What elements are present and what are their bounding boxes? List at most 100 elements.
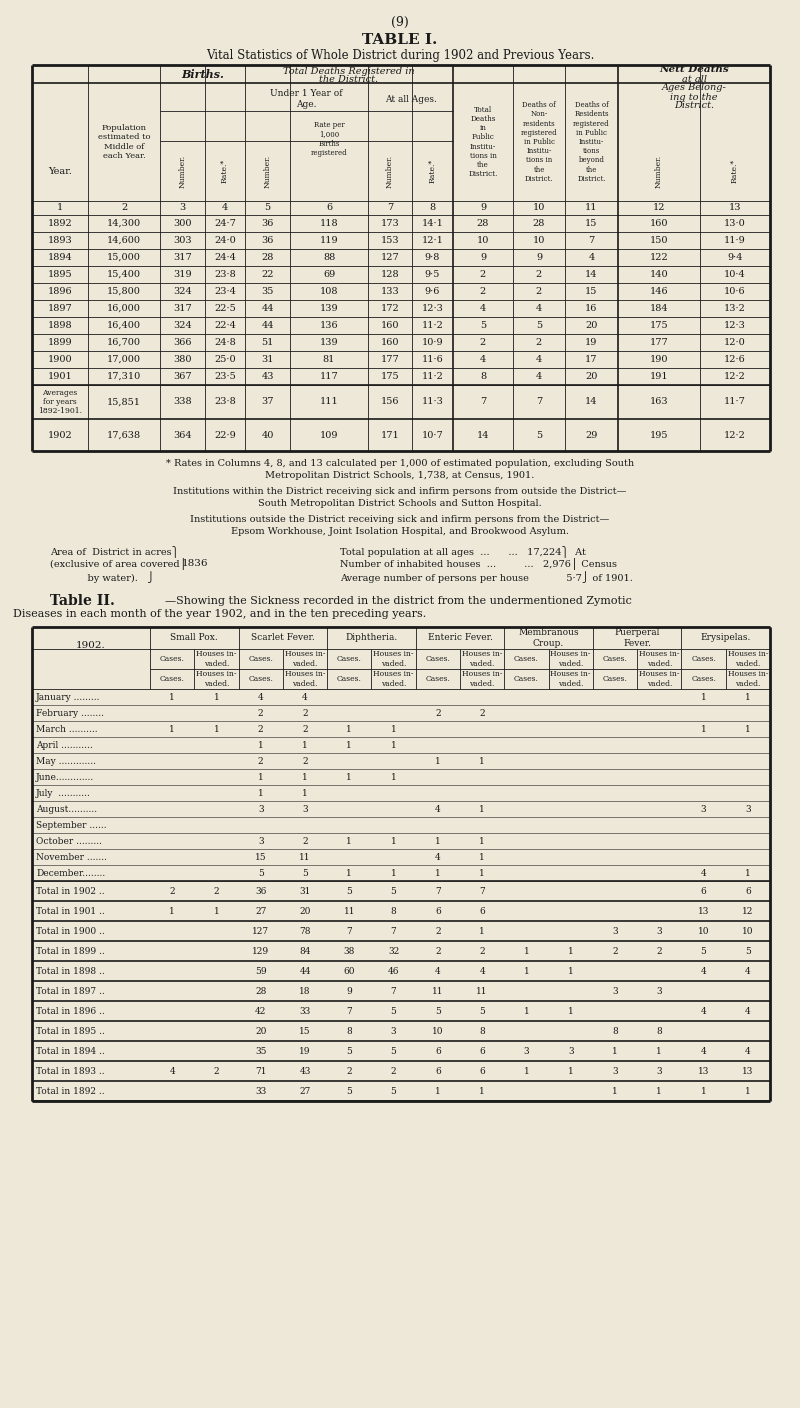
Text: Diseases in each month of the year 1902, and in the ten preceding years.: Diseases in each month of the year 1902,… (14, 610, 426, 620)
Text: 127: 127 (252, 926, 270, 935)
Text: Houses in-
vaded.: Houses in- vaded. (639, 670, 679, 687)
Text: Cases.: Cases. (426, 674, 450, 683)
Text: December........: December........ (36, 869, 106, 877)
Text: 1: 1 (523, 1066, 530, 1076)
Text: Table II.: Table II. (50, 594, 115, 608)
Text: 1: 1 (302, 741, 308, 749)
Text: 15: 15 (586, 220, 598, 228)
Text: Cases.: Cases. (691, 655, 716, 663)
Text: At all Ages.: At all Ages. (385, 94, 437, 104)
Text: 11: 11 (586, 204, 598, 213)
Text: 1: 1 (170, 907, 175, 915)
Text: Houses in-
vaded.: Houses in- vaded. (285, 670, 326, 687)
Text: 24·0: 24·0 (214, 237, 236, 245)
Text: Rate.*: Rate.* (221, 159, 229, 183)
Text: 150: 150 (650, 237, 668, 245)
Text: Houses in-
vaded.: Houses in- vaded. (374, 670, 414, 687)
Text: 122: 122 (650, 253, 668, 262)
Text: 14: 14 (586, 397, 598, 407)
Text: 1899: 1899 (48, 338, 72, 346)
Text: Diphtheria.: Diphtheria. (346, 634, 398, 642)
Text: Total in 1895 ..: Total in 1895 .. (36, 1026, 105, 1035)
Text: 1900: 1900 (48, 355, 72, 365)
Text: 46: 46 (388, 966, 399, 976)
Text: 5: 5 (346, 887, 352, 895)
Text: 1: 1 (214, 693, 219, 701)
Text: October .........: October ......... (36, 836, 102, 845)
Text: Institutions within the District receiving sick and infirm persons from outside : Institutions within the District receivi… (174, 487, 626, 496)
Text: Number.: Number. (178, 155, 186, 187)
Text: 1: 1 (479, 869, 485, 877)
Text: Total Deaths Registered in: Total Deaths Registered in (283, 66, 415, 76)
Text: 3: 3 (745, 804, 750, 814)
Text: 9: 9 (480, 253, 486, 262)
Text: 324: 324 (173, 321, 192, 329)
Text: 5: 5 (346, 1046, 352, 1056)
Text: 380: 380 (174, 355, 192, 365)
Text: Total in 1898 ..: Total in 1898 .. (36, 966, 105, 976)
Text: 88: 88 (323, 253, 335, 262)
Text: Deaths of
Residents
registered
in Public
Institu-
tions
beyond
the
District.: Deaths of Residents registered in Public… (573, 101, 610, 183)
Text: 1: 1 (170, 693, 175, 701)
Text: 20: 20 (586, 372, 598, 382)
Text: 1: 1 (612, 1087, 618, 1095)
Text: 3: 3 (390, 1026, 396, 1035)
Text: 9·5: 9·5 (425, 270, 440, 279)
Text: 10·7: 10·7 (422, 431, 443, 439)
Text: 6: 6 (435, 1066, 441, 1076)
Text: 4: 4 (701, 1046, 706, 1056)
Text: Houses in-
vaded.: Houses in- vaded. (728, 650, 768, 667)
Text: 43: 43 (299, 1066, 310, 1076)
Text: 1: 1 (701, 1087, 706, 1095)
Text: 8: 8 (657, 1026, 662, 1035)
Text: 11·2: 11·2 (422, 321, 443, 329)
Text: 78: 78 (299, 926, 310, 935)
Text: 40: 40 (262, 431, 274, 439)
Text: 20: 20 (586, 321, 598, 329)
Text: Puerperal
Fever.: Puerperal Fever. (614, 628, 660, 648)
Text: 8: 8 (479, 1026, 485, 1035)
Text: 9·4: 9·4 (727, 253, 742, 262)
Text: Cases.: Cases. (337, 674, 362, 683)
Text: 1: 1 (612, 1046, 618, 1056)
Text: Cases.: Cases. (602, 674, 627, 683)
Text: January .........: January ......... (36, 693, 101, 701)
Text: 5: 5 (390, 1087, 397, 1095)
Text: 6: 6 (326, 204, 332, 213)
Text: 3: 3 (258, 804, 263, 814)
Text: 1: 1 (701, 725, 706, 734)
Text: 127: 127 (381, 253, 399, 262)
Text: 6: 6 (479, 1066, 485, 1076)
Text: Cases.: Cases. (426, 655, 450, 663)
Text: Nett Deaths: Nett Deaths (659, 66, 729, 75)
Text: 7: 7 (390, 987, 397, 995)
Text: Total
Deaths
in
Public
Institu-
tions in
the
District.: Total Deaths in Public Institu- tions in… (468, 106, 498, 179)
Text: 10: 10 (477, 237, 489, 245)
Text: 38: 38 (343, 946, 355, 956)
Text: 4: 4 (536, 304, 542, 313)
Text: 23·5: 23·5 (214, 372, 236, 382)
Text: 9: 9 (346, 987, 352, 995)
Text: 8: 8 (346, 1026, 352, 1035)
Text: February ........: February ........ (36, 708, 104, 718)
Text: 14,600: 14,600 (107, 237, 141, 245)
Text: 3: 3 (179, 204, 186, 213)
Text: 171: 171 (381, 431, 399, 439)
Text: 4: 4 (745, 966, 750, 976)
Text: 303: 303 (173, 237, 192, 245)
Text: 23·4: 23·4 (214, 287, 236, 296)
Text: Rate per
1,000
Births
registered: Rate per 1,000 Births registered (310, 121, 347, 156)
Text: Houses in-
vaded.: Houses in- vaded. (639, 650, 679, 667)
Text: 12·3: 12·3 (724, 321, 746, 329)
Text: 156: 156 (381, 397, 399, 407)
Text: Total in 1896 ..: Total in 1896 .. (36, 1007, 105, 1015)
Text: 33: 33 (255, 1087, 266, 1095)
Text: 1: 1 (745, 869, 750, 877)
Text: 1: 1 (479, 1087, 485, 1095)
Text: (exclusive of area covered⎪: (exclusive of area covered⎪ (50, 558, 187, 570)
Text: 3: 3 (701, 804, 706, 814)
Text: the District.: the District. (319, 76, 378, 84)
Text: 4: 4 (588, 253, 594, 262)
Text: 1: 1 (568, 946, 574, 956)
Text: 28: 28 (255, 987, 266, 995)
